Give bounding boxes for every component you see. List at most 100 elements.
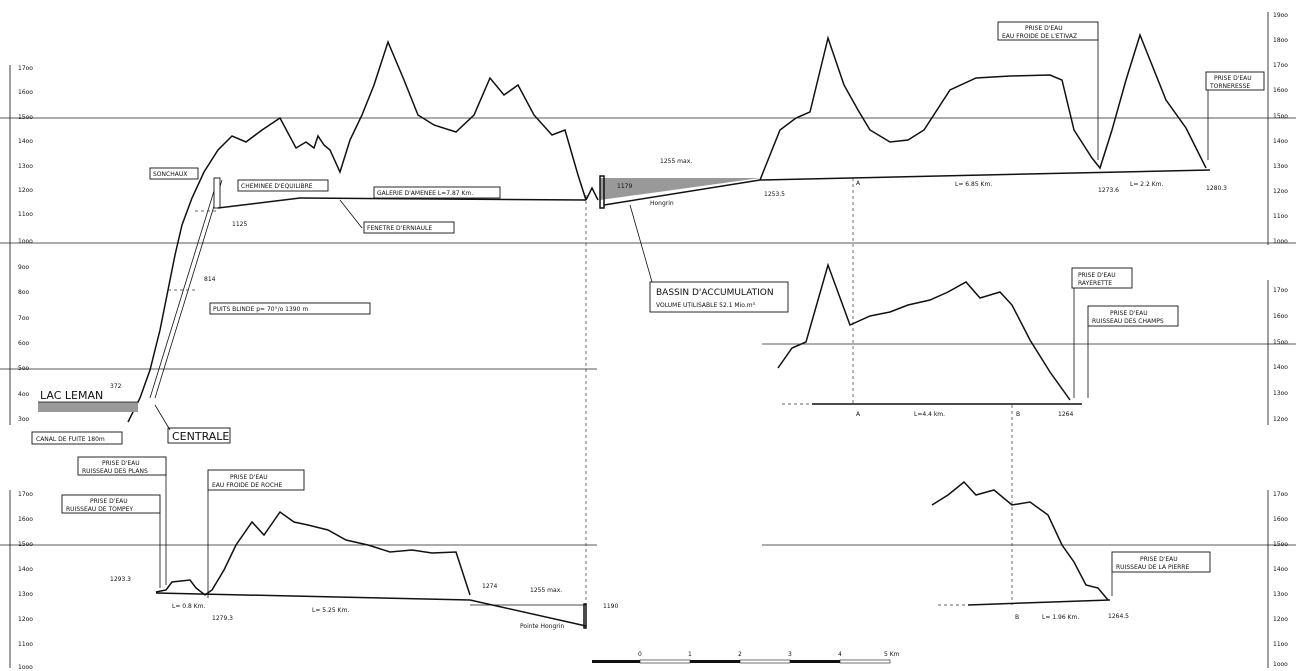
elev-1274-label: 1274 xyxy=(482,583,497,590)
terrain-profile-hongrin-left xyxy=(585,186,599,201)
scale-segment xyxy=(690,660,740,663)
sonchaux-label: SONCHAUX xyxy=(153,171,187,178)
tick-label: 15oo xyxy=(18,114,33,121)
conduit-bottom-right xyxy=(967,599,1111,606)
cheminee-box xyxy=(237,179,329,192)
tick-label: 16oo xyxy=(1273,313,1288,320)
tick-label: 13oo xyxy=(18,163,33,170)
elev-1255-label: 1255 max. xyxy=(660,158,692,165)
point-a2-label: A xyxy=(856,411,861,418)
elev-1125-label: 1125 xyxy=(232,221,247,228)
prise-plans-box xyxy=(77,456,167,476)
len-196-label: L= 1.96 Km. xyxy=(1042,614,1079,621)
bassin-box xyxy=(649,281,789,313)
penstock-line-2 xyxy=(154,179,223,399)
tick-label: 14oo xyxy=(18,566,33,573)
tick-label: 3oo xyxy=(18,416,29,423)
tick-label: 16oo xyxy=(18,516,33,523)
prise-tornexesse-box xyxy=(1205,71,1265,91)
tick-label: 17oo xyxy=(1273,491,1288,498)
elev-1179-label: 1179 xyxy=(617,183,632,190)
sonchaux-box xyxy=(149,167,199,180)
tick-label: 14oo xyxy=(1273,138,1288,145)
fenetre-leader xyxy=(339,199,363,229)
prise-etivaz-box xyxy=(997,21,1099,41)
scale-bar: 0 1 2 3 4 5 Km xyxy=(592,651,900,664)
prise-roche-box xyxy=(207,469,305,491)
tick-label: 16oo xyxy=(1273,87,1288,94)
scale-tick-label: 1 xyxy=(688,651,692,658)
puits-label: PUITS BLINDE p= 70°/o 1390 m xyxy=(213,306,308,313)
prise-rayerette-box xyxy=(1071,267,1133,289)
elev-1255b-label: 1255 max. xyxy=(530,587,562,594)
tick-label: 12oo xyxy=(1273,188,1288,195)
scale-tick-label: 3 xyxy=(788,651,792,658)
tick-label: 15oo xyxy=(1273,541,1288,548)
tick-label: 17oo xyxy=(18,65,33,72)
gallery-line xyxy=(217,197,301,209)
bassin-title: BASSIN D'ACCUMULATION xyxy=(656,288,774,298)
surge-shaft xyxy=(213,177,221,209)
elev-12736-label: 1273.6 xyxy=(1098,187,1119,194)
prise-tompey-l1: PRISE D'EAU xyxy=(90,498,128,505)
hongrin-label: Hongrin xyxy=(650,200,674,207)
tick-label: 1ooo xyxy=(18,238,33,245)
tick-label: 8oo xyxy=(18,289,29,296)
len-08-label: L= 0.8 Km. xyxy=(172,603,206,610)
lac-level-label: 372 xyxy=(110,383,122,390)
bassin-volume: VOLUME UTILISABLE 52.1 Mio.m³ xyxy=(656,302,756,309)
tick-label: 13oo xyxy=(18,591,33,598)
tick-label: 9oo xyxy=(18,264,29,271)
scale-tick-label: 5 Km xyxy=(884,651,900,658)
tick-label: 1ooo xyxy=(1273,661,1288,668)
prise-champs-l2: RUISSEAU DES CHAMPS xyxy=(1092,318,1164,325)
prise-tompey-box xyxy=(61,494,161,514)
scale-tick-label: 0 xyxy=(638,651,642,658)
scale-segment xyxy=(790,660,840,663)
tick-label: 19oo xyxy=(1273,12,1288,19)
elev-12645-label: 1264.5 xyxy=(1108,613,1129,620)
left-axis-ticks-main: 17oo 16oo 15oo 14oo 13oo 12oo 11oo 1ooo … xyxy=(18,65,33,423)
prise-tornexesse-l2: TORNERESSE xyxy=(1209,83,1250,90)
lac-leman-water xyxy=(38,402,138,412)
prise-rayerette-l1: PRISE D'EAU xyxy=(1078,272,1116,279)
terrain-profile-main xyxy=(127,39,587,423)
tick-label: 15oo xyxy=(1273,339,1288,346)
prise-pierre-l2: RUISSEAU DE LA PIERRE xyxy=(1116,564,1189,571)
dam-structure xyxy=(599,175,605,209)
prise-plans-l1: PRISE D'EAU xyxy=(102,460,140,467)
point-a-label: A xyxy=(856,180,861,187)
tick-label: 4oo xyxy=(18,391,29,398)
len-525-label: L= 5.25 Km. xyxy=(312,607,349,614)
prise-champs-l1: PRISE D'EAU xyxy=(1110,310,1148,317)
tick-label: 12oo xyxy=(18,187,33,194)
centrale-box xyxy=(167,427,231,444)
lac-leman-label: LAC LEMAN xyxy=(40,389,103,402)
scale-segment xyxy=(839,659,891,664)
canal-box xyxy=(31,431,123,445)
tick-label: 11oo xyxy=(18,641,33,648)
tick-label: 13oo xyxy=(1273,390,1288,397)
tick-label: 12oo xyxy=(1273,616,1288,623)
tick-label: 12oo xyxy=(1273,416,1288,423)
bottom-dam xyxy=(583,603,587,629)
centrale-leader xyxy=(154,404,171,431)
tick-label: 14oo xyxy=(18,138,33,145)
cheminee-label: CHEMINEE D'EQUILIBRE xyxy=(241,183,313,190)
elev-814-label: 814 xyxy=(204,276,216,283)
prise-etivaz-l2: EAU FROIDE DE L'ETIVAZ xyxy=(1002,33,1077,40)
tick-label: 11oo xyxy=(1273,641,1288,648)
prise-roche-l2: EAU FROIDE DE ROCHE xyxy=(212,482,283,489)
point-hongrin-label: Pointe Hongrin xyxy=(520,623,564,630)
terrain-profile-top-right xyxy=(759,32,1207,181)
tick-label: 6oo xyxy=(18,340,29,347)
scale-tick-label: 2 xyxy=(738,651,742,658)
elev-1190-label: 1190 xyxy=(603,603,618,610)
right-axis-ticks-mid: 17oo 16oo 15oo 14oo 13oo 12oo xyxy=(1273,287,1288,423)
galerie-box xyxy=(373,186,501,199)
terrain-profile-bottom-right xyxy=(931,480,1109,601)
terrain-profile-mid-right xyxy=(777,262,1071,401)
conduit-bottom-left xyxy=(155,592,471,601)
bassin-floor xyxy=(603,179,761,206)
tick-label: 17oo xyxy=(1273,287,1288,294)
